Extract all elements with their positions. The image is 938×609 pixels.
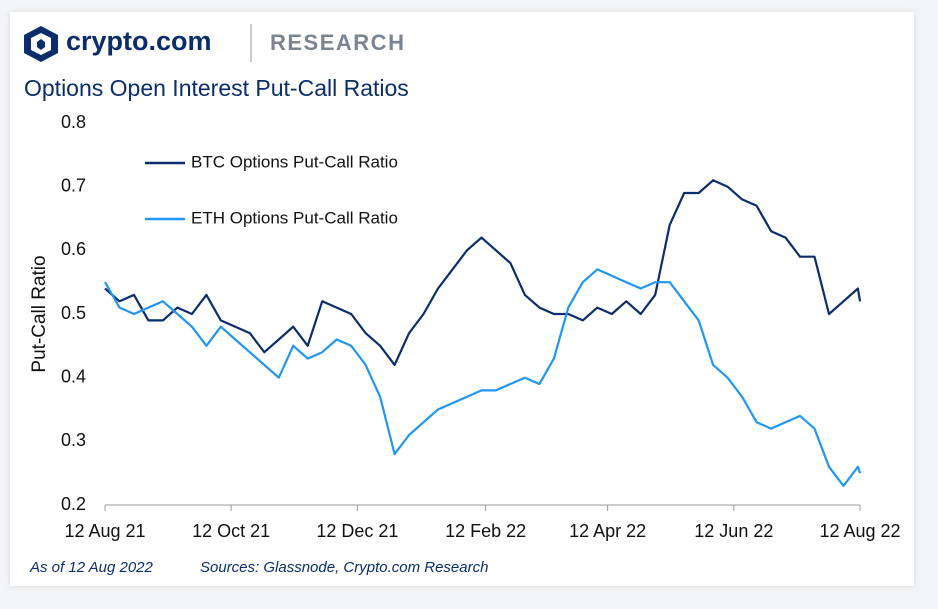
y-tick-label: 0.3 (61, 430, 86, 450)
x-tick-label: 12 Apr 22 (569, 521, 646, 541)
x-tick-label: 12 Oct 21 (192, 521, 270, 541)
y-tick-label: 0.5 (61, 303, 86, 323)
card (10, 12, 914, 586)
logo-icon (24, 26, 58, 62)
y-tick-label: 0.4 (61, 366, 86, 386)
x-tick-label: 12 Aug 22 (819, 521, 900, 541)
legend-label: ETH Options Put-Call Ratio (191, 208, 398, 227)
x-tick-label: 12 Aug 21 (64, 521, 145, 541)
source: Sources: Glassnode, Crypto.com Research (200, 559, 488, 576)
x-tick-label: 12 Jun 22 (694, 521, 773, 541)
x-tick-label: 12 Feb 22 (445, 521, 526, 541)
x-tick-label: 12 Dec 21 (316, 521, 398, 541)
legend-label: BTC Options Put-Call Ratio (191, 152, 398, 171)
y-tick-label: 0.6 (61, 239, 86, 259)
line-series (104, 268, 862, 487)
chart-title: Options Open Interest Put-Call Ratios (24, 75, 409, 101)
y-tick-label: 0.7 (61, 175, 86, 195)
note: As of 12 Aug 2022 (29, 559, 154, 576)
y-tick-label: 0.8 (61, 112, 86, 132)
line-series (104, 179, 862, 366)
y-tick-label: 0.2 (61, 494, 86, 514)
brand: crypto.com (66, 26, 212, 56)
section: RESEARCH (270, 30, 405, 55)
y-axis-label: Put-Call Ratio (29, 255, 50, 372)
